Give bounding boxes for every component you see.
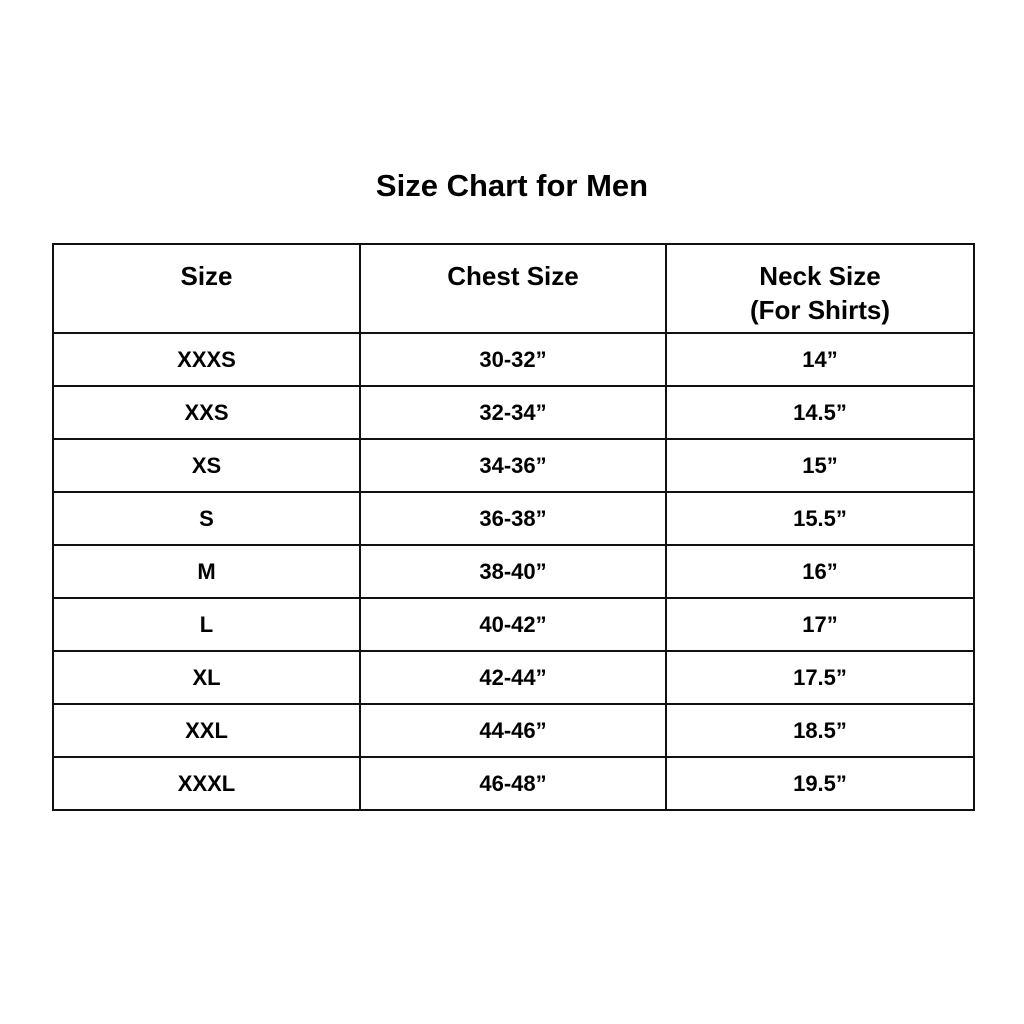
header-label: Size [180,261,233,291]
table-row: XXXS 30-32” 14” [52,332,975,387]
neck-size-cell: 16” [665,544,975,599]
size-chart-table: Size Chest Size Neck Size (For Shirts) XX… [52,243,975,811]
table-row: L 40-42” 17” [52,597,975,652]
neck-size-cell: 15.5” [665,491,975,546]
chest-size-cell: 34-36” [359,438,667,493]
header-chest-size: Chest Size [359,243,667,334]
chest-size-cell: 36-38” [359,491,667,546]
chest-size-cell: 32-34” [359,385,667,440]
table-row: XXS 32-34” 14.5” [52,385,975,440]
header-label: Neck Size [759,261,881,291]
neck-size-cell: 14.5” [665,385,975,440]
size-cell: XXS [52,385,361,440]
header-sublabel: (For Shirts) [749,295,891,325]
chest-size-cell: 42-44” [359,650,667,705]
neck-size-cell: 15” [665,438,975,493]
size-cell: XS [52,438,361,493]
chest-size-cell: 38-40” [359,544,667,599]
neck-size-cell: 19.5” [665,756,975,811]
size-cell: XXL [52,703,361,758]
chest-size-cell: 40-42” [359,597,667,652]
table-row: XXL 44-46” 18.5” [52,703,975,758]
header-size: Size [52,243,361,334]
header-neck-size: Neck Size (For Shirts) [665,243,975,334]
size-cell: XXXS [52,332,361,387]
chest-size-cell: 44-46” [359,703,667,758]
size-cell: XL [52,650,361,705]
size-cell: S [52,491,361,546]
neck-size-cell: 18.5” [665,703,975,758]
size-cell: M [52,544,361,599]
table-row: M 38-40” 16” [52,544,975,599]
chest-size-cell: 30-32” [359,332,667,387]
size-cell: XXXL [52,756,361,811]
chest-size-cell: 46-48” [359,756,667,811]
table-row: XXXL 46-48” 19.5” [52,756,975,811]
neck-size-cell: 17” [665,597,975,652]
page-title: Size Chart for Men [375,168,649,203]
neck-size-cell: 14” [665,332,975,387]
table-header-row: Size Chest Size Neck Size (For Shirts) [52,243,975,334]
table-row: XL 42-44” 17.5” [52,650,975,705]
size-cell: L [52,597,361,652]
table-row: S 36-38” 15.5” [52,491,975,546]
neck-size-cell: 17.5” [665,650,975,705]
table-row: XS 34-36” 15” [52,438,975,493]
header-label: Chest Size [447,261,579,291]
